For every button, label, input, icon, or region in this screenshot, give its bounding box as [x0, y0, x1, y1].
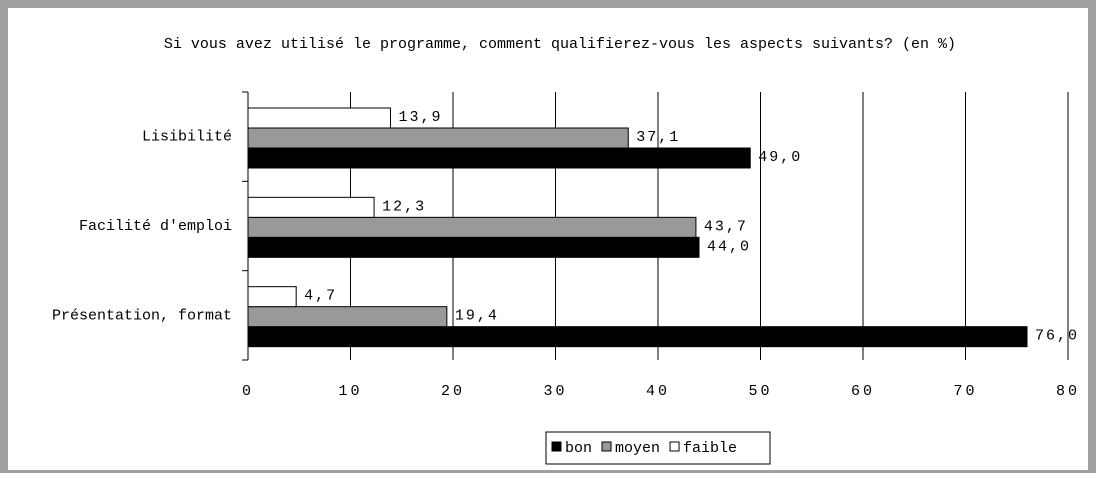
bar: [247, 286, 297, 308]
legend-box: [545, 431, 771, 465]
value-label: 13,9: [398, 109, 442, 126]
legend-swatch: [669, 441, 680, 452]
legend-label: bon: [565, 440, 592, 457]
x-tick-label: 10: [338, 383, 362, 400]
y-tick-label: Présentation, format: [52, 307, 232, 324]
value-label: 37,1: [636, 129, 680, 146]
bar: [247, 147, 751, 169]
x-tick-label: 50: [748, 383, 772, 400]
x-tick-label: 30: [543, 383, 567, 400]
legend-swatch: [551, 441, 562, 452]
bar: [247, 196, 375, 218]
value-label: 49,0: [758, 149, 802, 166]
legend-swatch: [601, 441, 612, 452]
x-tick-label: 40: [646, 383, 670, 400]
legend-label: faible: [683, 440, 737, 457]
x-tick-label: 0: [242, 383, 254, 400]
bar: [247, 306, 448, 328]
value-label: 19,4: [455, 308, 499, 325]
y-tick-label: Facilité d'emploi: [79, 218, 232, 235]
bar: [247, 236, 700, 258]
legend-label: moyen: [615, 440, 660, 457]
x-tick-label: 20: [441, 383, 465, 400]
bar: [247, 216, 697, 238]
x-tick-label: 70: [953, 383, 977, 400]
bar: [247, 107, 391, 129]
value-label: 4,7: [304, 288, 337, 305]
x-tick-label: 60: [851, 383, 875, 400]
value-label: 76,0: [1035, 328, 1079, 345]
y-tick-label: Lisibilité: [142, 129, 232, 146]
value-label: 12,3: [382, 198, 426, 215]
value-label: 44,0: [707, 238, 751, 255]
bar: [247, 127, 629, 149]
value-label: 43,7: [704, 218, 748, 235]
x-tick-label: 80: [1056, 383, 1080, 400]
bar: [247, 326, 1028, 348]
chart-title: Si vous avez utilisé le programme, comme…: [164, 36, 956, 53]
